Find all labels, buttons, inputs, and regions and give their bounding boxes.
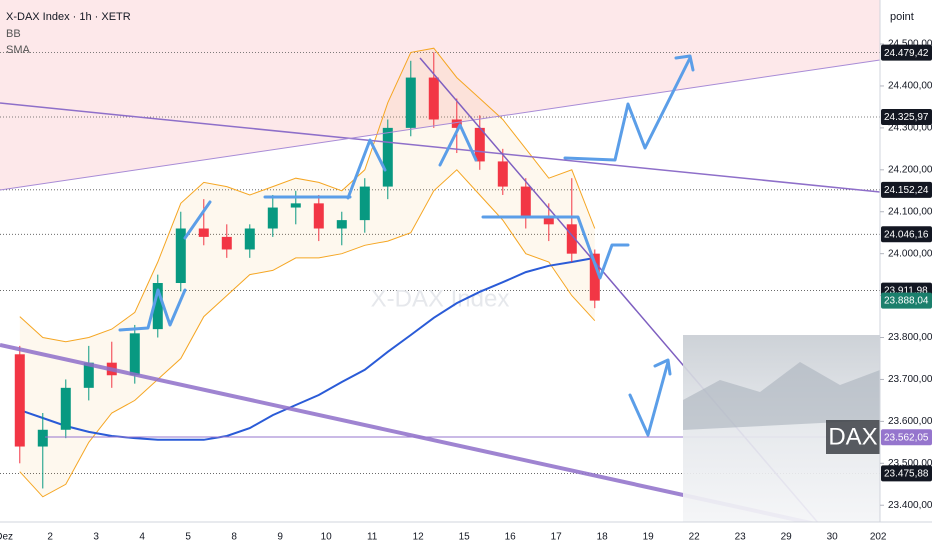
x-tick-label: 10 (321, 532, 333, 543)
candle-body (14, 354, 25, 447)
candle-body (474, 127, 485, 162)
candle-body (336, 220, 347, 229)
candle-body (520, 186, 531, 216)
candle-body (152, 283, 163, 330)
arrow (628, 360, 670, 437)
x-tick-label: 16 (505, 532, 517, 543)
price-label-box (881, 181, 932, 198)
image-overlay: DAX (683, 335, 880, 522)
price-label: 23.911,98 (884, 286, 928, 297)
candle-body (221, 236, 232, 250)
price-label-box (881, 292, 932, 309)
y-tick-label: 23.600,00 (888, 416, 932, 427)
price-label: 24.479,42 (884, 48, 929, 59)
arrow-head (653, 358, 672, 376)
candle-body (405, 77, 416, 128)
bb-fill (19, 48, 595, 497)
x-tick-label: 30 (827, 532, 839, 543)
arrow (118, 288, 187, 332)
x-tick-label: 22 (689, 532, 701, 543)
candle-body (359, 186, 370, 221)
candle-body (313, 203, 324, 229)
price-label: 24.152,24 (884, 185, 929, 196)
candle-body (37, 429, 48, 447)
chart-title: X-DAX Index · 1h · XETR (6, 11, 131, 23)
arrow-head (674, 54, 695, 72)
price-label: 23.888,04 (884, 296, 929, 307)
x-tick-label: 5 (185, 532, 191, 543)
price-label: 24.325,97 (884, 112, 929, 123)
candle-body (198, 228, 209, 237)
candle-body (290, 203, 301, 208)
sma-line (19, 256, 595, 441)
price-label: 23.475,88 (884, 469, 929, 480)
x-tick-label: 202 (870, 532, 887, 543)
arrow (438, 123, 478, 167)
candle-body (497, 161, 508, 187)
legend-sma: SMA (6, 44, 31, 56)
x-tick-label: 4 (139, 532, 145, 543)
x-tick-label: 23 (735, 532, 747, 543)
price-label-box (881, 108, 932, 125)
candle-body (428, 77, 439, 120)
y-tick-label: 23.700,00 (888, 374, 932, 385)
watermark: X-DAX Index (371, 285, 510, 312)
arrow (481, 215, 630, 280)
legend-bb: BB (6, 28, 21, 40)
trend-line (0, 102, 880, 193)
x-tick-label: 29 (781, 532, 793, 543)
x-tick-label: Dez (0, 532, 13, 543)
candle-body (589, 253, 600, 301)
candle-body (267, 207, 278, 229)
x-tick-label: 11 (367, 532, 378, 543)
forecast-arrows (118, 54, 695, 437)
price-label-box (881, 465, 932, 482)
candle-body (83, 362, 94, 388)
x-tick-label: 19 (643, 532, 655, 543)
price-label-box (881, 429, 932, 446)
y-tick-label: 24.000,00 (888, 248, 932, 259)
price-label-box (881, 226, 932, 243)
y-tick-label: 23.800,00 (888, 332, 932, 343)
x-tick-label: 2 (47, 532, 53, 543)
x-tick-label: 12 (413, 532, 425, 543)
candle-body (382, 127, 393, 187)
candle-body (451, 119, 462, 128)
price-label-box (881, 44, 932, 61)
y-tick-label: 23.500,00 (888, 458, 932, 469)
candle-body (566, 224, 577, 254)
candle-body (543, 215, 554, 225)
y-tick-label: 24.300,00 (888, 123, 932, 134)
candle-body (175, 228, 186, 284)
x-tick-label: 8 (231, 532, 237, 543)
candle-body (129, 333, 140, 376)
caption-box (826, 420, 880, 454)
y-tick-label: 24.100,00 (888, 206, 932, 217)
x-tick-label: 3 (93, 532, 99, 543)
arrow (563, 56, 692, 162)
y-tick-label: 24.500,00 (888, 39, 932, 50)
arrow (183, 200, 212, 240)
arrow (346, 138, 387, 200)
trend-line (0, 59, 880, 191)
y-tick-label: 24.200,00 (888, 164, 932, 175)
price-label: 23.562,05 (884, 432, 929, 443)
candle-body (60, 387, 71, 430)
x-tick-label: 17 (551, 532, 563, 543)
x-tick-label: 18 (597, 532, 609, 543)
y-tick-label: 24.400,00 (888, 81, 932, 92)
x-tick-label: 9 (277, 532, 283, 543)
resistance-zone (0, 0, 880, 190)
x-tick-label: 15 (459, 532, 471, 543)
y-tick-label: 23.400,00 (888, 500, 932, 511)
price-label: 24.046,16 (884, 229, 929, 240)
y-axis-label: point (890, 11, 914, 23)
mountains (683, 362, 880, 430)
image-caption: DAX (828, 423, 877, 450)
candle-body (244, 228, 255, 250)
